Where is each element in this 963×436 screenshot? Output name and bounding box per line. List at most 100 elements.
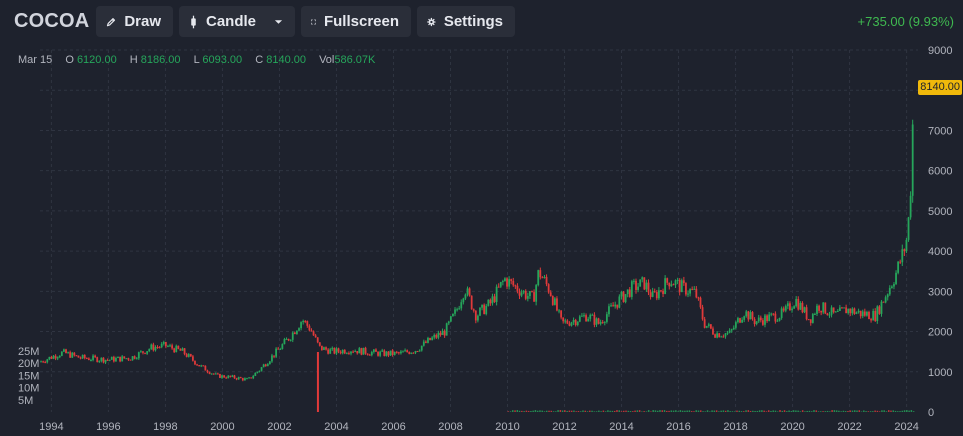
candle-body: [462, 298, 465, 303]
candle-body: [697, 297, 700, 299]
volume-bar: [799, 411, 802, 412]
legend-open-label: O: [65, 54, 74, 66]
candle-body: [826, 313, 829, 316]
candle-body: [256, 371, 259, 373]
candle-body: [337, 348, 340, 352]
candle-body: [71, 352, 74, 358]
candle-body: [716, 333, 719, 338]
candle-body: [653, 291, 656, 293]
time-tick-label: 2014: [609, 421, 633, 433]
candle-body: [152, 344, 155, 351]
candle-body: [179, 348, 182, 351]
volume-bar: [797, 410, 799, 412]
volume-bar: [618, 410, 620, 412]
candle-body: [158, 347, 161, 349]
volume-bar: [525, 410, 528, 412]
volume-bar: [804, 411, 806, 412]
candle-body: [94, 355, 97, 358]
volume-bar: [908, 410, 910, 412]
candle-body: [618, 296, 621, 308]
candle-body: [807, 319, 810, 321]
candle-body: [404, 350, 406, 352]
chevron-down-icon[interactable]: [274, 19, 283, 25]
candle-body: [660, 290, 662, 292]
candle-body: [870, 319, 872, 321]
candle-body: [649, 292, 652, 297]
volume-bar: [890, 410, 892, 412]
candle-body: [406, 350, 409, 353]
candle-body: [497, 286, 500, 288]
candle-body: [566, 320, 569, 324]
volume-bar: [668, 410, 670, 412]
candle-button[interactable]: Candle: [179, 6, 295, 37]
volume-bar: [652, 410, 654, 412]
candle-body: [599, 322, 602, 324]
volume-tick-label: 5M: [18, 395, 33, 407]
candle-body: [541, 277, 544, 279]
candle-body: [793, 306, 796, 309]
candle-body: [795, 298, 798, 307]
volume-bar: [876, 410, 879, 412]
volume-bar: [711, 410, 713, 412]
settings-button[interactable]: Settings: [417, 6, 515, 37]
candle-body: [210, 373, 213, 375]
candle-body: [87, 358, 90, 361]
candle-body: [751, 312, 754, 320]
candle-body: [58, 355, 61, 358]
fullscreen-button[interactable]: Fullscreen: [301, 6, 411, 37]
candle-body: [106, 359, 109, 361]
candle-body: [206, 370, 209, 373]
volume-bar: [316, 352, 319, 412]
legend-low: 6093.00: [202, 54, 243, 66]
candle-body: [703, 319, 706, 328]
candle-body: [212, 373, 215, 375]
time-tick-label: 2000: [210, 421, 234, 433]
candle-body: [514, 285, 517, 287]
volume-bar: [636, 410, 639, 412]
settings-label: Settings: [443, 13, 503, 30]
volume-bar: [860, 411, 863, 412]
candle-body: [194, 360, 196, 365]
candle-body: [289, 339, 292, 341]
candle-body: [81, 354, 84, 359]
candle-body: [506, 278, 508, 287]
candle-body: [882, 301, 885, 303]
volume-bar: [887, 410, 890, 412]
candle-body: [474, 310, 477, 321]
candle-body: [271, 355, 273, 362]
volume-bar: [733, 411, 736, 412]
candle-body: [766, 315, 768, 322]
volume-bar: [659, 410, 661, 412]
candle-body: [836, 311, 839, 313]
legend-high: 8186.00: [140, 54, 181, 66]
candle-body: [516, 285, 519, 292]
volume-bar: [863, 410, 865, 412]
candle-body: [167, 346, 169, 348]
volume-bar: [507, 411, 510, 412]
candle-body: [452, 313, 454, 317]
candle-body: [824, 302, 827, 314]
volume-bar: [570, 410, 573, 412]
candle-body: [893, 284, 895, 287]
candle-body: [154, 347, 157, 351]
candle-body: [102, 357, 105, 363]
candle-body: [264, 364, 267, 367]
volume-bar: [770, 410, 772, 412]
volume-bar: [869, 411, 872, 412]
candle-body: [624, 294, 627, 303]
candle-body: [331, 347, 334, 350]
candle-body: [112, 356, 115, 362]
candle-body: [664, 278, 667, 294]
candle-body: [231, 375, 234, 377]
volume-bar: [595, 411, 598, 412]
volume-bar: [903, 410, 906, 412]
volume-bar: [829, 411, 831, 412]
candle-body: [718, 333, 721, 338]
draw-button[interactable]: Draw: [96, 6, 173, 37]
volume-bar: [822, 411, 824, 412]
volume-bar: [738, 410, 741, 412]
candle-body: [308, 325, 311, 331]
candle-body: [414, 351, 417, 353]
volume-bar: [752, 410, 754, 412]
